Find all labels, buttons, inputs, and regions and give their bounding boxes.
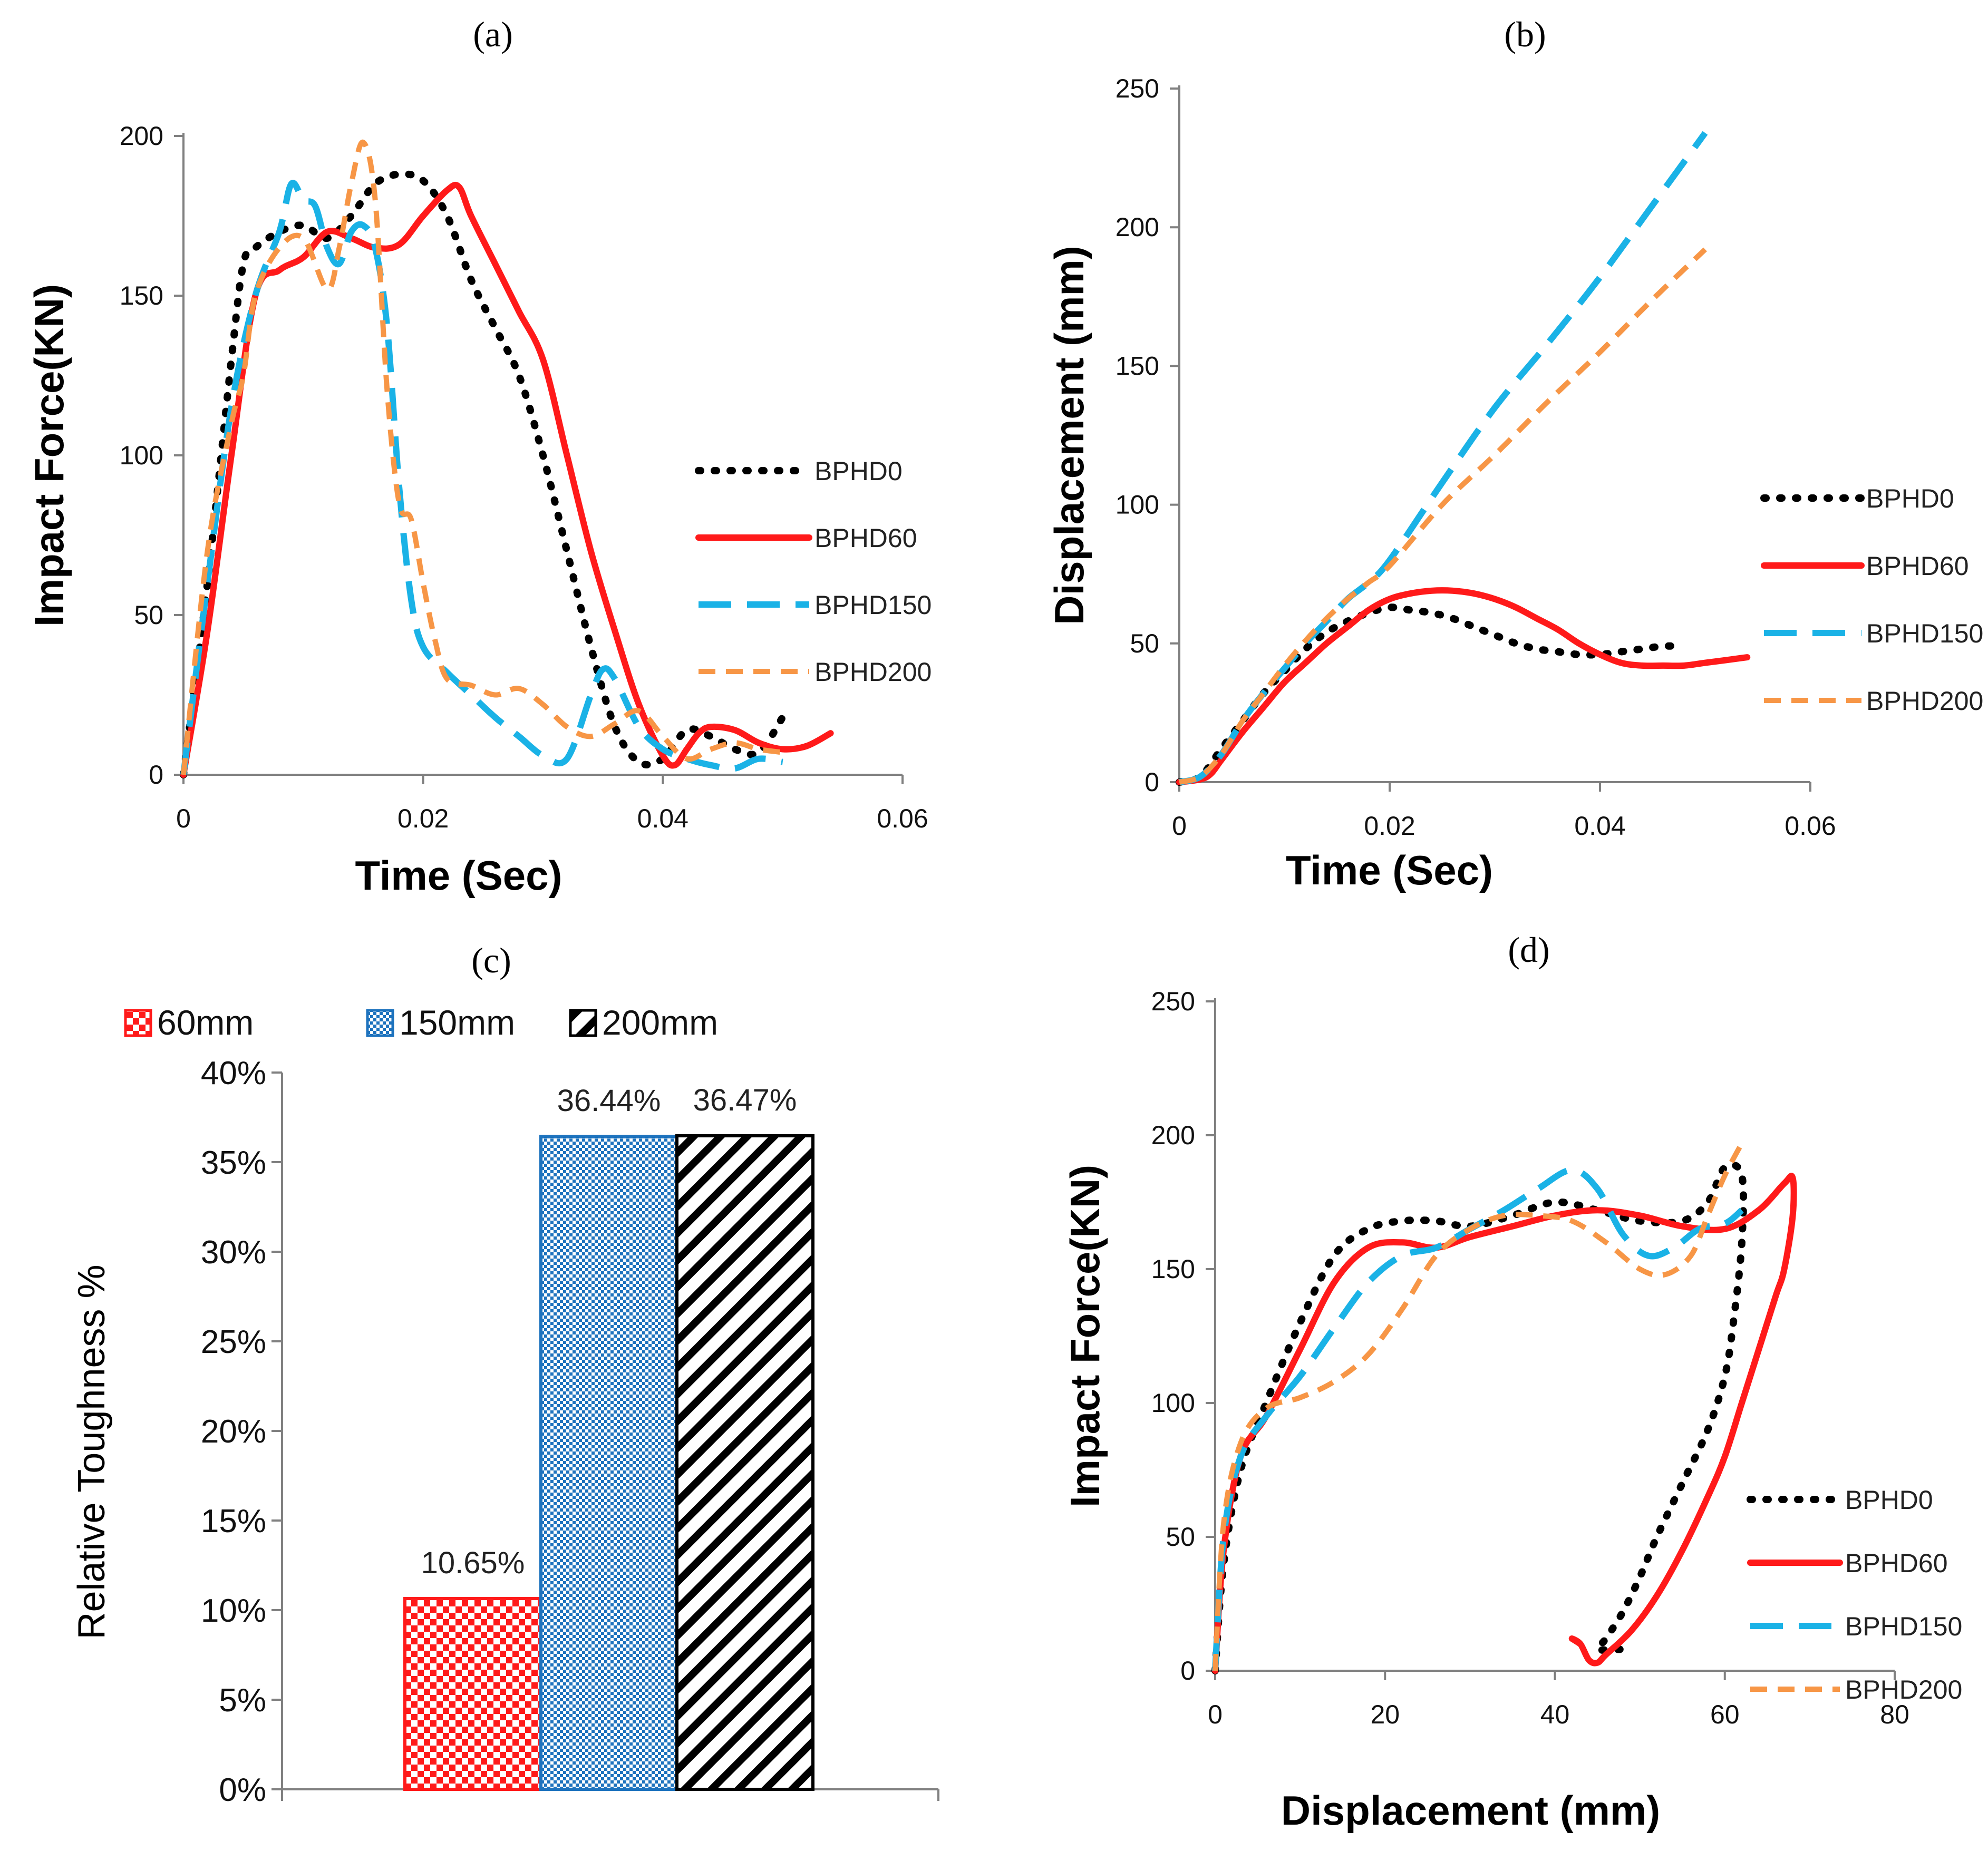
legend-label-bphd150: BPHD150	[1845, 1612, 1962, 1641]
panel-label: (c)	[471, 940, 511, 980]
x-axis-title: Time (Sec)	[355, 852, 562, 899]
y-tick-label: 200	[1116, 212, 1159, 242]
legend-label-150mm: 150mm	[399, 1003, 515, 1042]
x-tick-label: 20	[1370, 1700, 1400, 1729]
legend-swatch-60mm	[124, 1009, 152, 1037]
y-axis-title: Relative Toughness %	[71, 1264, 113, 1639]
legend-label-bphd60: BPHD60	[1845, 1548, 1948, 1578]
y-axis-title: Impact Force(KN)	[1062, 1165, 1108, 1507]
legend-label-200mm: 200mm	[602, 1003, 718, 1042]
x-tick-label: 0	[176, 804, 191, 833]
x-tick-label: 0.06	[1785, 811, 1836, 841]
legend-label-bphd200: BPHD200	[1866, 686, 1983, 716]
x-tick-label: 0	[1208, 1700, 1223, 1729]
y-tick-label: 200	[120, 121, 163, 151]
legend-label-bphd60: BPHD60	[814, 523, 917, 553]
series-line-bphd60	[1176, 587, 1751, 785]
series-line-bphd0	[1176, 603, 1688, 786]
bar-200mm	[675, 1134, 814, 1791]
y-tick-label: 250	[1151, 987, 1195, 1016]
x-tick-label: 40	[1540, 1700, 1570, 1729]
y-tick-label: 150	[1151, 1254, 1195, 1284]
y-tick-label: 200	[1151, 1121, 1195, 1150]
x-tick-label: 60	[1710, 1700, 1740, 1729]
series-line-bphd0	[1211, 1161, 1748, 1674]
y-axis-title: Displacement (mm)	[1046, 246, 1092, 625]
legend-label-bphd60: BPHD60	[1866, 551, 1969, 581]
legend-label-bphd200: BPHD200	[1845, 1675, 1962, 1704]
series-line-bphd60	[1212, 1173, 1797, 1674]
y-tick-label: 50	[1166, 1522, 1195, 1552]
x-tick-label: 0.04	[1574, 811, 1625, 841]
y-tick-label: 0%	[219, 1772, 266, 1808]
legend-label-bphd0: BPHD0	[814, 456, 903, 486]
legend-swatch-150mm	[366, 1009, 394, 1037]
x-tick-label: 80	[1880, 1700, 1909, 1729]
panel-d: (d) 0 50 100 150 200 250 0 20 40 60 80 Displacement …	[1062, 930, 1962, 1834]
x-tick-label: 0.04	[637, 804, 688, 833]
panel-c: (c) 0% 5% 10% 15% 20% 25% 30% 35% 40% Relative Tou…	[71, 940, 939, 1808]
series-line-bphd200	[1178, 247, 1707, 785]
y-tick-label: 25%	[201, 1324, 266, 1360]
y-axis-title: Impact Force(KN)	[26, 284, 72, 627]
legend-label-bphd0: BPHD0	[1866, 484, 1954, 513]
y-tick-label: 10%	[201, 1593, 266, 1629]
legend-label-bphd0: BPHD0	[1845, 1485, 1933, 1515]
y-tick-label: 35%	[201, 1145, 266, 1181]
panel-b: (b) 0 50 100 150 200 250 0 0.02 0.04 0.06 Time (Sec…	[1046, 14, 1983, 893]
y-tick-label: 150	[120, 281, 163, 310]
legend-label-60mm: 60mm	[157, 1003, 254, 1042]
panel-label: (b)	[1504, 14, 1546, 54]
series-line-bphd150	[1178, 131, 1708, 785]
panel-label: (d)	[1508, 930, 1549, 970]
x-axis-title: Time (Sec)	[1286, 847, 1493, 893]
legend-label-bphd150: BPHD150	[1866, 619, 1983, 648]
x-tick-label: 0.02	[397, 804, 449, 833]
y-tick-label: 150	[1116, 351, 1159, 381]
bar-value-label: 36.47%	[693, 1083, 797, 1117]
y-tick-label: 5%	[219, 1682, 266, 1719]
x-tick-label: 0.06	[877, 804, 928, 833]
x-tick-label: 0	[1172, 811, 1187, 841]
y-tick-label: 100	[1116, 490, 1159, 520]
y-tick-label: 250	[1116, 74, 1159, 103]
bar-value-label: 36.44%	[557, 1084, 661, 1118]
x-axis-title: Displacement (mm)	[1281, 1787, 1661, 1834]
y-tick-label: 15%	[201, 1503, 266, 1540]
y-tick-label: 20%	[201, 1414, 266, 1450]
y-tick-label: 50	[134, 600, 163, 630]
legend-label-bphd200: BPHD200	[814, 657, 932, 687]
series-line-bphd150	[1212, 1167, 1744, 1671]
y-tick-label: 0	[149, 760, 163, 790]
series-line-bphd60	[180, 181, 834, 778]
y-tick-label: 0	[1180, 1656, 1195, 1685]
y-tick-label: 40%	[201, 1055, 266, 1092]
legend-label-bphd150: BPHD150	[814, 590, 932, 620]
y-tick-label: 100	[1151, 1388, 1195, 1418]
y-tick-label: 0	[1145, 767, 1159, 797]
y-tick-label: 100	[120, 441, 163, 470]
y-tick-label: 30%	[201, 1234, 266, 1271]
x-tick-label: 0.02	[1364, 811, 1415, 841]
panel-a: (a) 0 50 100 150 200 0 0.02 0.04 0.06 Time (Sec) Im…	[26, 14, 932, 899]
legend-swatch-200mm	[569, 1009, 597, 1037]
panel-label: (a)	[473, 14, 512, 54]
series-line-bphd0	[180, 170, 787, 778]
bar-150mm	[539, 1135, 678, 1791]
bar-60mm	[403, 1596, 542, 1791]
y-tick-label: 50	[1130, 629, 1159, 658]
series-line-bphd200	[181, 140, 783, 775]
bar-value-label: 10.65%	[421, 1546, 525, 1580]
